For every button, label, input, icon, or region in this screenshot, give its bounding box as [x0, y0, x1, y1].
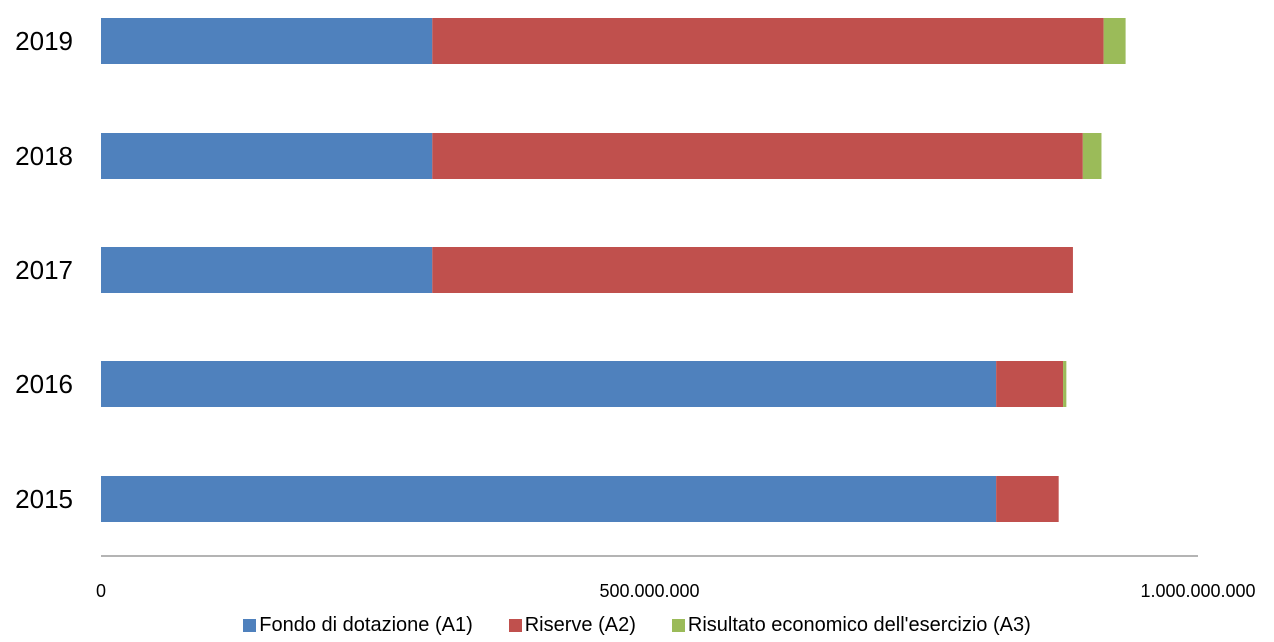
legend-item-2: Riserve (A2)	[508, 614, 636, 637]
bar-2015-series-1	[101, 476, 997, 522]
bar-2019-series-2	[432, 18, 1104, 64]
legend: Fondo di dotazione (A1) Riserve (A2) Risul…	[0, 614, 1274, 637]
stacked-bar-chart: 2019 2018 2017 2016 2015 0 500.000.000 1.000.0…	[15, 18, 1256, 601]
x-tick-label-0: 0	[96, 581, 106, 601]
legend-label: Fondo di dotazione (A1)	[259, 614, 473, 636]
legend-item-1: Fondo di dotazione (A1)	[243, 614, 473, 637]
legend-label: Risultato economico dell'esercizio (A3)	[687, 614, 1031, 636]
legend-swatch	[508, 619, 522, 632]
bar-2018-series-2	[432, 133, 1083, 179]
bar-2019-series-1	[101, 18, 433, 64]
bar-2017-series-1	[101, 247, 433, 293]
category-labels: 2019 2018 2017 2016 2015	[15, 26, 73, 514]
category-label-2019: 2019	[15, 26, 73, 56]
category-label-2016: 2016	[15, 369, 73, 399]
category-label-2015: 2015	[15, 484, 73, 514]
bar-2018-series-1	[101, 133, 433, 179]
legend-item-3: Risultato economico dell'esercizio (A3)	[671, 614, 1031, 637]
bar-2017-series-2	[432, 247, 1073, 293]
bars-layer	[101, 18, 1126, 522]
bar-2019-series-3	[1103, 18, 1126, 64]
x-tick-label-1: 500.000.000	[599, 581, 699, 601]
x-tick-label-2: 1.000.000.000	[1140, 581, 1255, 601]
category-label-2018: 2018	[15, 141, 73, 171]
legend-swatch	[671, 619, 685, 632]
bar-2016-series-1	[101, 361, 997, 407]
bar-2018-series-3	[1082, 133, 1102, 179]
bar-2015-series-2	[996, 476, 1059, 522]
x-tick-labels: 0 500.000.000 1.000.000.000	[96, 581, 1256, 601]
bar-2016-series-3	[1063, 361, 1067, 407]
legend-swatch	[243, 619, 257, 632]
bar-2016-series-2	[996, 361, 1064, 407]
category-label-2017: 2017	[15, 255, 73, 285]
legend-label: Riserve (A2)	[524, 614, 636, 636]
